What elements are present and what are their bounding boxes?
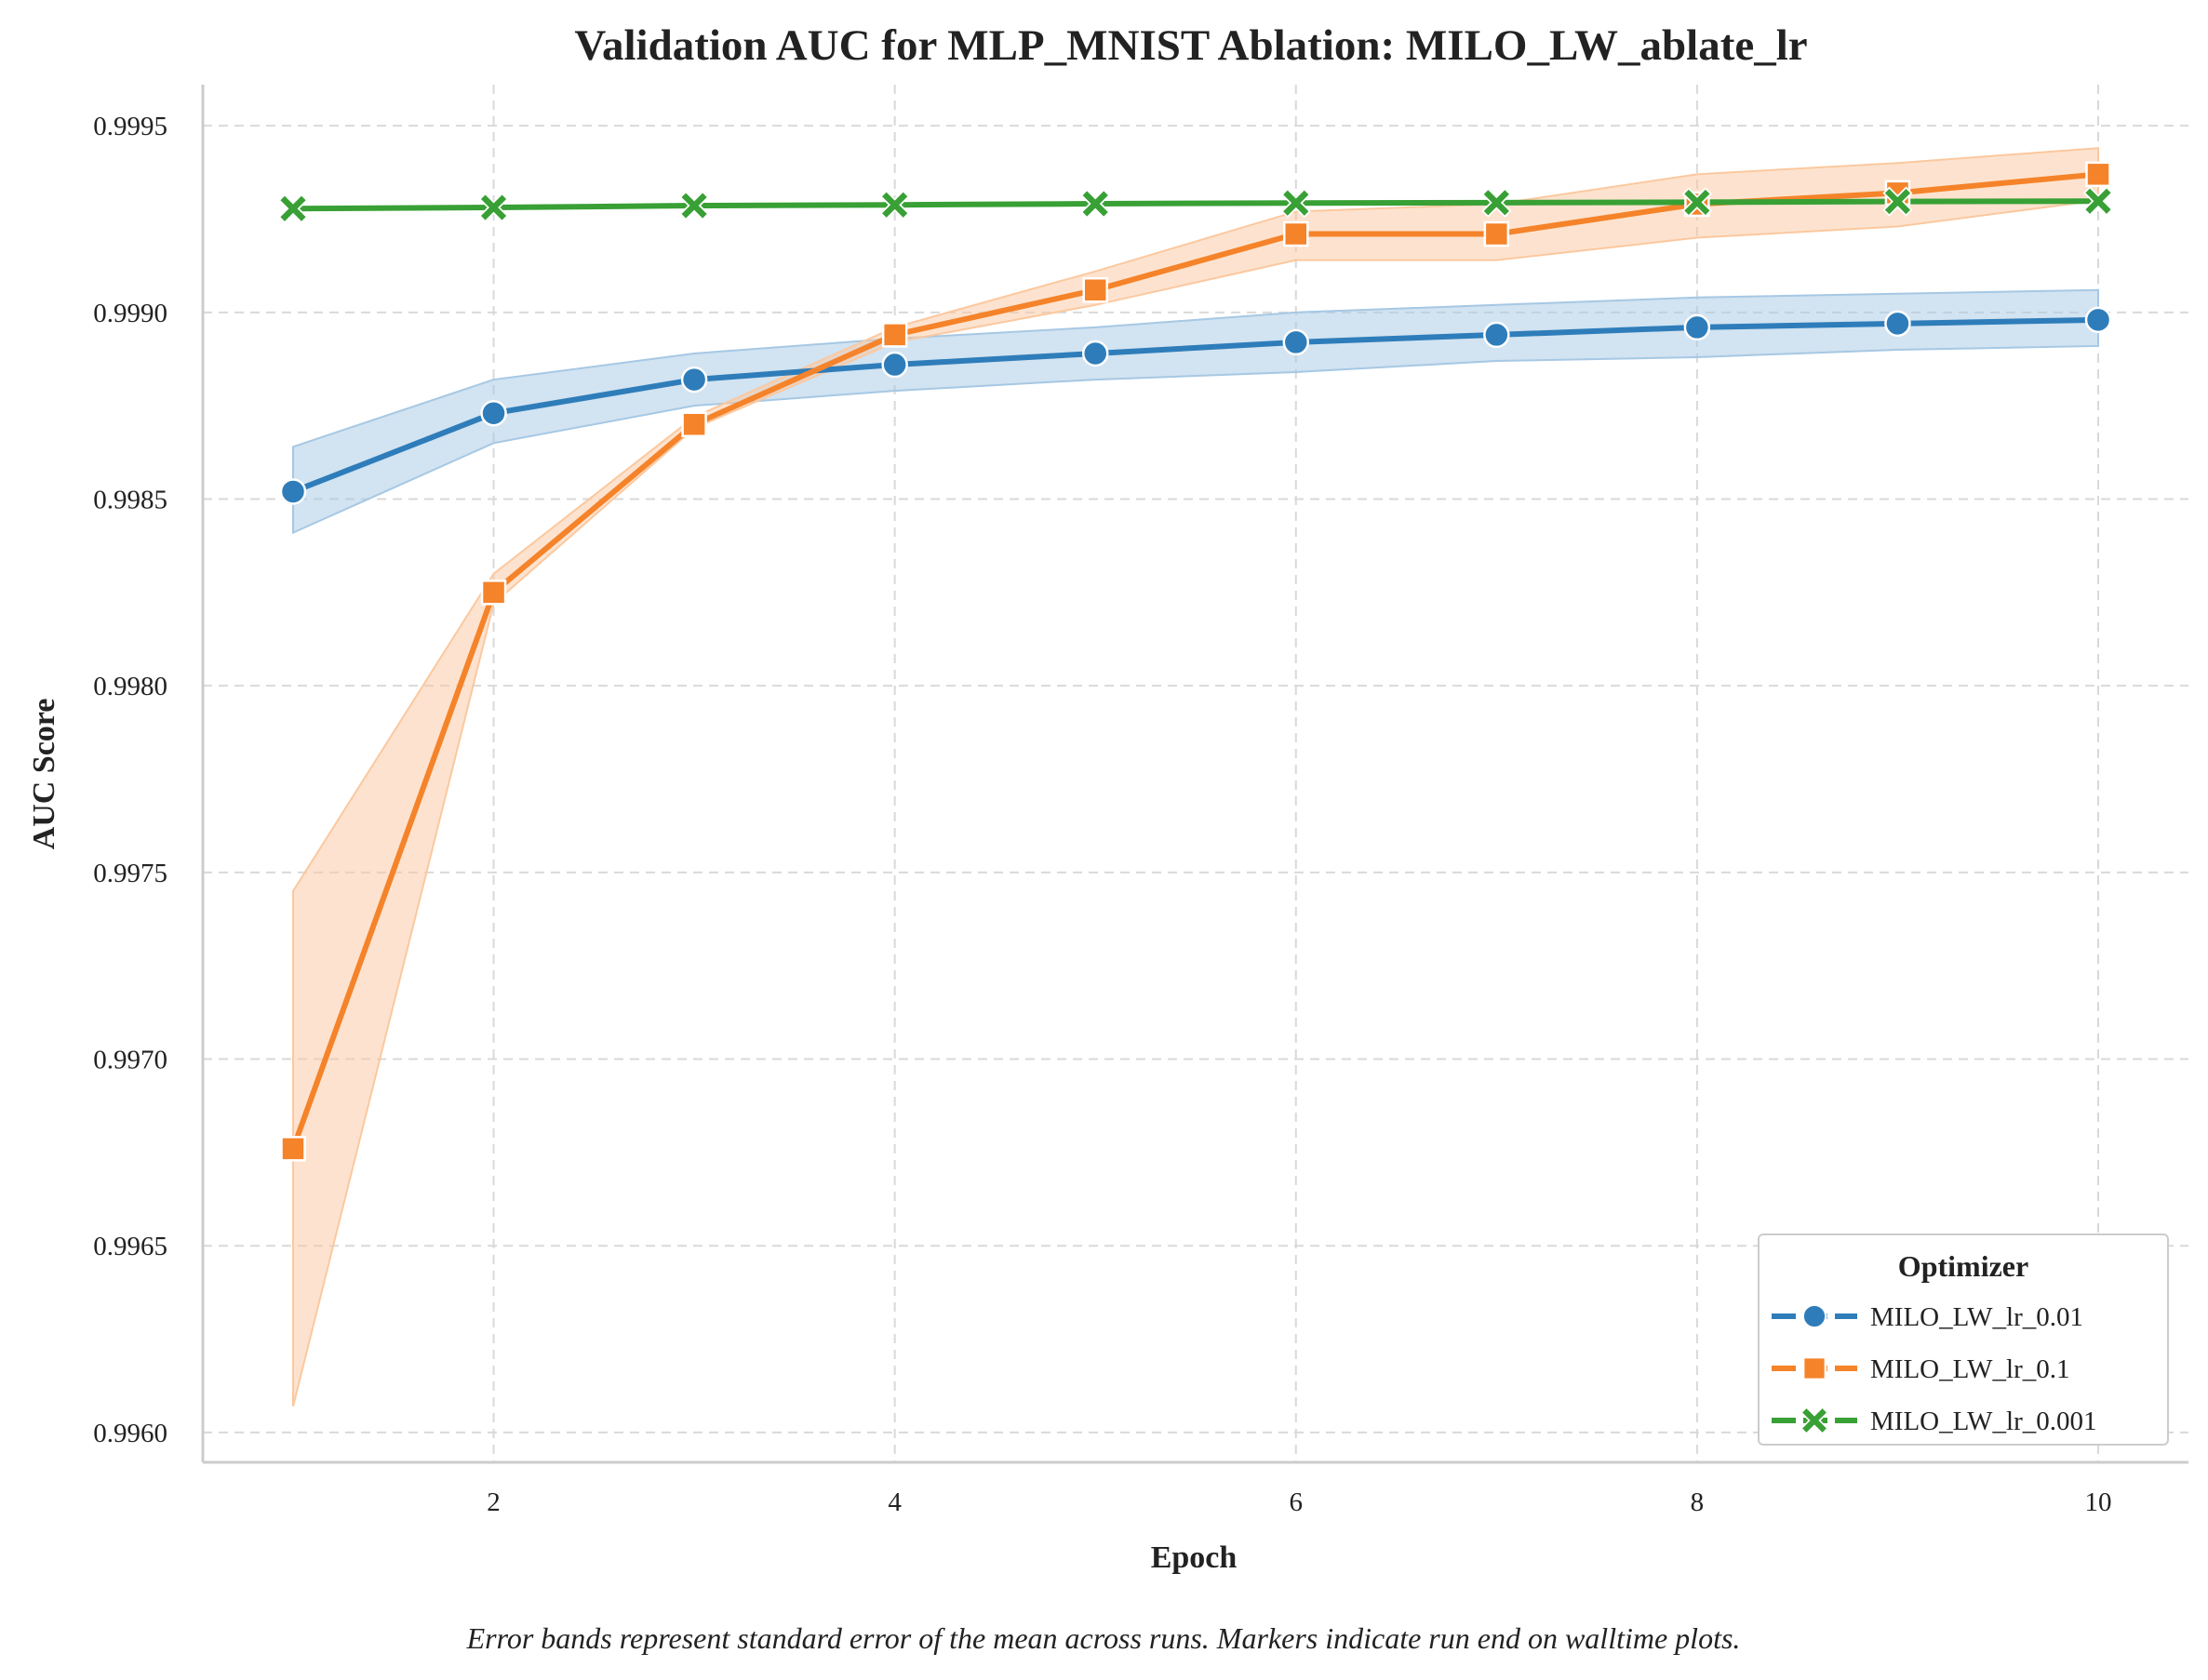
legend-entry: MILO_LW_lr_0.1 xyxy=(1772,1354,2070,1384)
marker-square xyxy=(480,580,507,606)
x-axis-label: Epoch xyxy=(1151,1540,1238,1575)
marker-x-stroke xyxy=(480,194,507,220)
marker-x xyxy=(679,190,710,221)
marker-circle xyxy=(1081,340,1109,367)
legend-label: MILO_LW_lr_0.01 xyxy=(1870,1302,2083,1332)
marker-x xyxy=(2082,186,2114,217)
legend-entries: MILO_LW_lr_0.01 MILO_LW_lr_0.1 MILO_LW_lr_… xyxy=(1772,1302,2097,1436)
marker-x xyxy=(1800,1406,1829,1435)
series-line-MILO_LW_lr_0.001 xyxy=(290,198,2101,212)
marker-x-stroke xyxy=(1283,190,1309,216)
marker-x xyxy=(1481,187,1512,218)
marker-circle xyxy=(1483,321,1510,349)
marker-square xyxy=(1283,220,1309,247)
y-tick-label: 0.9985 xyxy=(93,486,167,515)
footnote: Error bands represent standard error of … xyxy=(466,1621,1741,1655)
marker-circle xyxy=(2084,306,2112,334)
marker-x-stroke xyxy=(1082,191,1108,217)
y-tick-label: 0.9960 xyxy=(93,1419,167,1448)
marker-x xyxy=(1681,187,1712,218)
y-axis-label: AUC Score xyxy=(27,699,61,850)
marker-circle xyxy=(279,478,307,505)
marker-square xyxy=(881,322,908,348)
marker-circle xyxy=(1683,313,1711,341)
series-lines xyxy=(290,171,2101,1152)
x-tick-label: 6 xyxy=(1290,1487,1304,1517)
chart-title: Validation AUC for MLP_MNIST Ablation: M… xyxy=(574,21,1807,70)
marker-x-stroke xyxy=(280,195,306,221)
marker-x-stroke xyxy=(1483,190,1509,216)
legend-title: Optimizer xyxy=(1898,1249,2028,1283)
marker-x xyxy=(1882,186,1913,217)
legend-entry: MILO_LW_lr_0.01 xyxy=(1772,1302,2083,1332)
marker-circle xyxy=(881,351,908,379)
marker-x xyxy=(277,193,309,224)
marker-square xyxy=(280,1136,306,1162)
x-tick-label: 2 xyxy=(487,1487,501,1517)
legend-label: MILO_LW_lr_0.001 xyxy=(1870,1407,2097,1436)
marker-circle xyxy=(480,399,507,427)
y-tick-label: 0.9995 xyxy=(93,112,167,141)
marker-x-stroke xyxy=(2085,188,2111,214)
legend-label: MILO_LW_lr_0.1 xyxy=(1870,1354,2070,1384)
error-band-MILO_LW_lr_0.01 xyxy=(292,288,2099,535)
y-tick-label: 0.9970 xyxy=(93,1046,167,1075)
y-tick-label: 0.9965 xyxy=(93,1232,167,1261)
marker-square xyxy=(681,411,707,437)
marker-x-stroke xyxy=(1802,1408,1827,1433)
marker-square xyxy=(1801,1355,1827,1381)
marker-x xyxy=(478,192,509,223)
marker-circle xyxy=(1884,310,1911,338)
series-line-MILO_LW_lr_0.01 xyxy=(290,316,2101,495)
marker-square xyxy=(1082,276,1108,303)
y-tick-label: 0.9990 xyxy=(93,299,167,328)
y-tick-label: 0.9980 xyxy=(93,672,167,701)
marker-square xyxy=(2085,161,2111,188)
x-tick-label: 8 xyxy=(1691,1487,1705,1517)
marker-x xyxy=(1080,188,1111,220)
legend-entry: MILO_LW_lr_0.001 xyxy=(1772,1406,2097,1436)
legend: Optimizer MILO_LW_lr_0.01MILO_LW_lr_0.1M… xyxy=(1758,1233,2169,1446)
marker-x xyxy=(1280,188,1311,219)
x-tick-label: 4 xyxy=(888,1487,902,1517)
marker-x-stroke xyxy=(882,192,908,218)
x-tick-labels: 2 4 6 8 10 xyxy=(487,1487,2111,1517)
marker-circle xyxy=(1801,1303,1827,1329)
marker-circle xyxy=(1282,328,1310,356)
marker-x-stroke xyxy=(1684,189,1710,216)
legend-frame xyxy=(1758,1233,2169,1446)
marker-x-stroke xyxy=(681,193,707,219)
marker-square xyxy=(1483,220,1510,247)
marker-circle xyxy=(680,366,708,393)
marker-x xyxy=(879,190,910,220)
y-tick-label: 0.9975 xyxy=(93,859,167,888)
x-tick-label: 10 xyxy=(2085,1487,2112,1517)
series-markers xyxy=(277,161,2114,1162)
series-line-MILO_LW_lr_0.1 xyxy=(290,171,2101,1152)
y-tick-labels: 0.9960 0.9965 0.9970 0.9975 0.9980 0.9985 0.99… xyxy=(93,112,167,1448)
marker-x-stroke xyxy=(1884,189,1911,215)
